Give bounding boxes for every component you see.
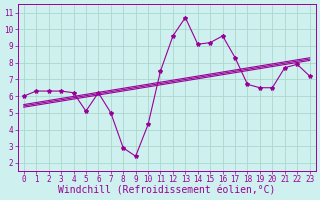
X-axis label: Windchill (Refroidissement éolien,°C): Windchill (Refroidissement éolien,°C)	[58, 186, 276, 196]
